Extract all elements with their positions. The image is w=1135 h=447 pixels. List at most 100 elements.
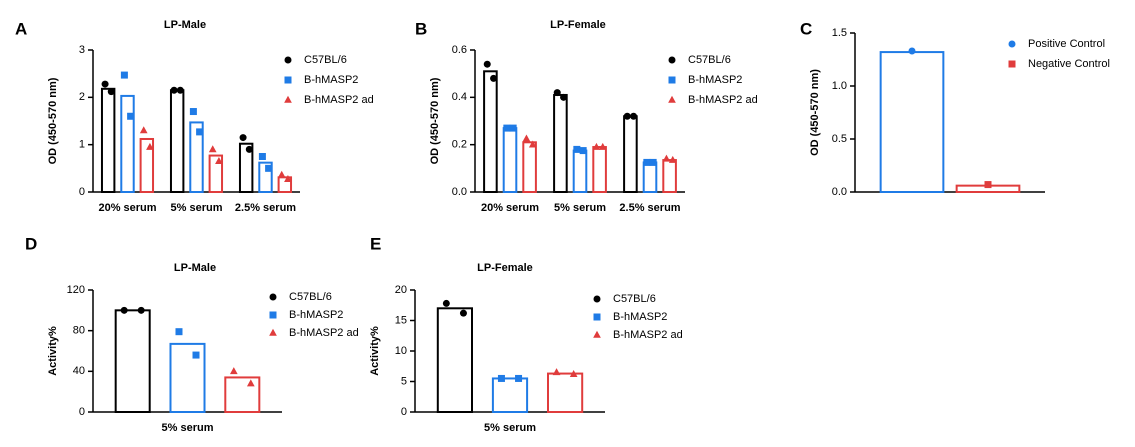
bar xyxy=(642,161,658,194)
panel-letter: C xyxy=(800,19,812,38)
bar xyxy=(189,121,204,193)
data-point xyxy=(258,153,266,160)
legend-label: B-hMASP2 xyxy=(304,74,358,86)
bar xyxy=(491,377,529,414)
data-point xyxy=(175,328,183,336)
legend-marker xyxy=(668,95,676,103)
data-point xyxy=(552,368,561,376)
legend-marker xyxy=(668,76,676,84)
data-point xyxy=(215,157,223,165)
data-point xyxy=(107,88,115,96)
panel-letter: E xyxy=(370,234,381,253)
data-point xyxy=(483,60,491,68)
data-point xyxy=(569,369,578,377)
legend-marker xyxy=(269,311,277,319)
y-axis-label: OD (450-570 nm) xyxy=(809,69,821,156)
bar xyxy=(553,93,568,193)
chart-title: LP-Female xyxy=(477,262,533,274)
bar xyxy=(100,87,116,193)
data-point xyxy=(592,142,601,150)
panel-letter: B xyxy=(415,19,427,38)
legend-label: C57BL/6 xyxy=(304,54,347,66)
data-point xyxy=(189,108,197,116)
data-point xyxy=(120,306,128,314)
y-tick-label: 15 xyxy=(395,314,407,326)
y-tick-label: 120 xyxy=(67,284,85,296)
y-tick-label: 40 xyxy=(73,365,85,377)
data-point xyxy=(560,93,568,101)
data-point xyxy=(196,128,204,136)
legend-marker xyxy=(269,293,277,301)
bar xyxy=(224,376,261,413)
panel-letter: A xyxy=(15,19,27,38)
data-point xyxy=(908,47,916,55)
data-point xyxy=(176,86,184,94)
x-tick-label: 20% serum xyxy=(98,202,156,214)
legend-label: Positive Control xyxy=(1028,38,1105,50)
y-axis-label: Activity% xyxy=(369,326,381,376)
y-tick-label: 2 xyxy=(79,91,85,103)
bar xyxy=(120,94,135,193)
bar xyxy=(169,89,185,193)
y-tick-label: 5 xyxy=(401,375,407,387)
x-tick-label: 5% serum xyxy=(484,422,536,434)
y-tick-label: 0.2 xyxy=(452,139,467,151)
y-tick-label: 0.0 xyxy=(452,186,467,198)
data-point xyxy=(192,351,200,359)
y-tick-label: 1.5 xyxy=(832,27,847,39)
chart-title: LP-Male xyxy=(174,262,216,274)
bar xyxy=(572,149,588,193)
y-tick-label: 0 xyxy=(79,186,85,198)
y-tick-label: 0 xyxy=(79,406,85,418)
legend-label: C57BL/6 xyxy=(289,291,332,303)
data-point xyxy=(170,86,178,94)
data-point xyxy=(101,80,109,88)
x-tick-label: 5% serum xyxy=(171,202,223,214)
data-point xyxy=(573,145,581,153)
legend-label: B-hMASP2 xyxy=(688,74,742,86)
legend-marker xyxy=(284,56,292,64)
bar xyxy=(436,307,473,413)
legend-marker xyxy=(668,56,676,64)
data-point xyxy=(137,306,145,314)
data-point xyxy=(120,71,128,79)
legend-marker xyxy=(284,95,292,103)
legend-marker xyxy=(269,328,277,336)
legend-label: B-hMASP2 xyxy=(289,309,343,321)
legend-label: Negative Control xyxy=(1028,58,1110,70)
legend-marker xyxy=(1008,60,1016,68)
data-point xyxy=(668,155,677,163)
data-point xyxy=(503,124,511,132)
x-tick-label: 5% serum xyxy=(554,202,606,214)
x-tick-label: 5% serum xyxy=(162,422,214,434)
bar xyxy=(662,159,677,194)
bar xyxy=(238,142,254,193)
bar xyxy=(208,154,224,193)
data-point xyxy=(442,299,450,307)
data-point xyxy=(509,124,517,132)
bar xyxy=(592,146,607,194)
legend-label: B-hMASP2 xyxy=(613,311,667,323)
y-tick-label: 1 xyxy=(79,139,85,151)
data-point xyxy=(459,309,467,317)
legend-marker xyxy=(593,330,601,338)
data-point xyxy=(229,367,238,375)
data-point xyxy=(579,147,587,155)
y-tick-label: 0.0 xyxy=(832,186,847,198)
y-tick-label: 0 xyxy=(401,406,407,418)
y-tick-label: 10 xyxy=(395,345,407,357)
y-tick-label: 20 xyxy=(395,284,407,296)
data-point xyxy=(497,374,505,382)
bar xyxy=(547,372,584,414)
legend-marker xyxy=(1008,40,1016,48)
legend-marker xyxy=(593,313,601,321)
data-point xyxy=(598,142,607,150)
data-point xyxy=(146,142,154,150)
chart-title: LP-Male xyxy=(164,19,206,31)
panel-letter: D xyxy=(25,234,37,253)
data-point xyxy=(984,181,992,189)
chart-title: LP-Female xyxy=(550,19,606,31)
bar xyxy=(483,70,498,193)
y-tick-label: 3 xyxy=(79,44,85,56)
